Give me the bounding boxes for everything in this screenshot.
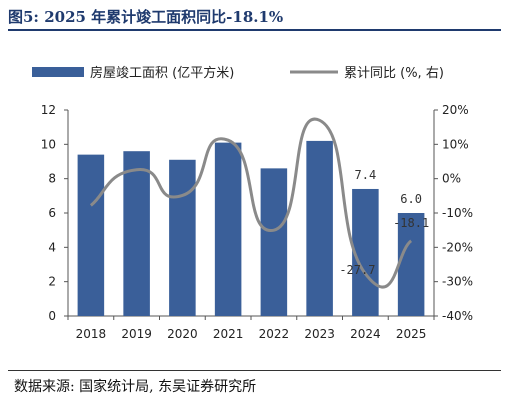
line-series <box>89 117 413 289</box>
data-label: 7.4 <box>355 168 377 182</box>
x-tick-label: 2021 <box>213 327 244 341</box>
source-divider <box>8 370 501 371</box>
right-tick-label: -30% <box>442 275 473 289</box>
data-labels: 7.4 6.0 -27.7 -18.1 <box>339 168 429 277</box>
bar <box>77 154 105 316</box>
left-tick-label: 2 <box>48 275 56 289</box>
combo-chart: 房屋竣工面积 (亿平方米) 累计同比 (%, 右) 0 2 4 6 8 10 12 -40% -… <box>32 65 473 341</box>
title-divider <box>8 29 501 31</box>
bar <box>397 213 425 316</box>
legend-line-label: 累计同比 (%, 右) <box>344 66 444 81</box>
legend: 房屋竣工面积 (亿平方米) 累计同比 (%, 右) <box>32 65 444 81</box>
x-tick-label: 2020 <box>167 327 198 341</box>
x-tick-label: 2018 <box>76 327 107 341</box>
x-tick-label: 2024 <box>350 327 381 341</box>
bar <box>352 188 379 316</box>
left-tick-label: 0 <box>48 309 56 323</box>
data-label: 6.0 <box>400 192 422 206</box>
left-tick-label: 4 <box>48 240 56 254</box>
chart-title: 图5: 2025 年累计竣工面积同比-18.1% <box>8 8 284 26</box>
bar <box>306 140 333 316</box>
left-tick-label: 12 <box>41 103 56 117</box>
x-tick-label: 2023 <box>304 327 335 341</box>
x-tick-label: 2022 <box>259 327 290 341</box>
right-tick-label: 10% <box>442 137 469 151</box>
left-tick-label: 6 <box>48 206 56 220</box>
right-tick-label: -20% <box>442 240 473 254</box>
x-tick-label: 2019 <box>121 327 152 341</box>
left-tick-label: 10 <box>41 137 56 151</box>
data-label: -18.1 <box>393 216 429 230</box>
bar <box>169 159 196 316</box>
right-tick-label: 0% <box>442 172 461 186</box>
right-tick-label: -40% <box>442 309 473 323</box>
x-tick-label: 2025 <box>396 327 427 341</box>
bar <box>214 142 242 316</box>
left-tick-label: 8 <box>48 172 56 186</box>
right-tick-label: -10% <box>442 206 473 220</box>
right-tick-label: 20% <box>442 103 469 117</box>
bar <box>260 168 288 316</box>
bar-series <box>77 140 425 316</box>
source-note: 数据来源: 国家统计局, 东吴证券研究所 <box>14 379 257 395</box>
bar <box>123 151 150 316</box>
legend-bar-label: 房屋竣工面积 (亿平方米) <box>90 65 234 81</box>
legend-bar-swatch <box>32 67 84 77</box>
data-label: -27.7 <box>339 263 375 277</box>
yoy-line <box>89 117 413 289</box>
